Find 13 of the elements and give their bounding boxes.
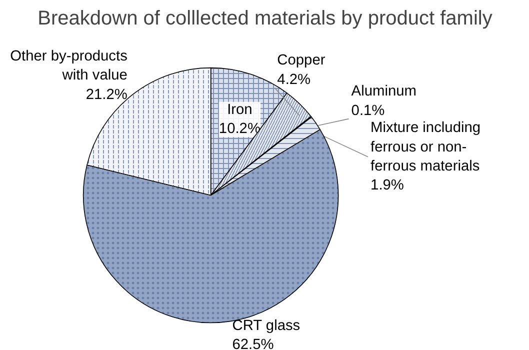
slice-label: Aluminum <box>351 84 416 100</box>
slice-label: Iron <box>227 102 252 118</box>
data-label: 10.2% <box>218 121 260 138</box>
slice-label: Other by-products with value <box>10 48 128 84</box>
slice-label: CRT glass <box>232 318 300 334</box>
data-label: 1.9% <box>370 178 404 194</box>
chart-title: Breakdown of colllected materials by product family <box>38 8 492 30</box>
data-label: 62.5% <box>232 337 274 350</box>
slice-label: Mixture including ferrous or non-ferrous materials <box>370 120 481 175</box>
data-label: 0.1% <box>351 102 385 119</box>
data-label: 4.2% <box>277 72 311 88</box>
slice-label: Copper <box>277 52 326 69</box>
data-label: 21.2% <box>86 86 128 103</box>
